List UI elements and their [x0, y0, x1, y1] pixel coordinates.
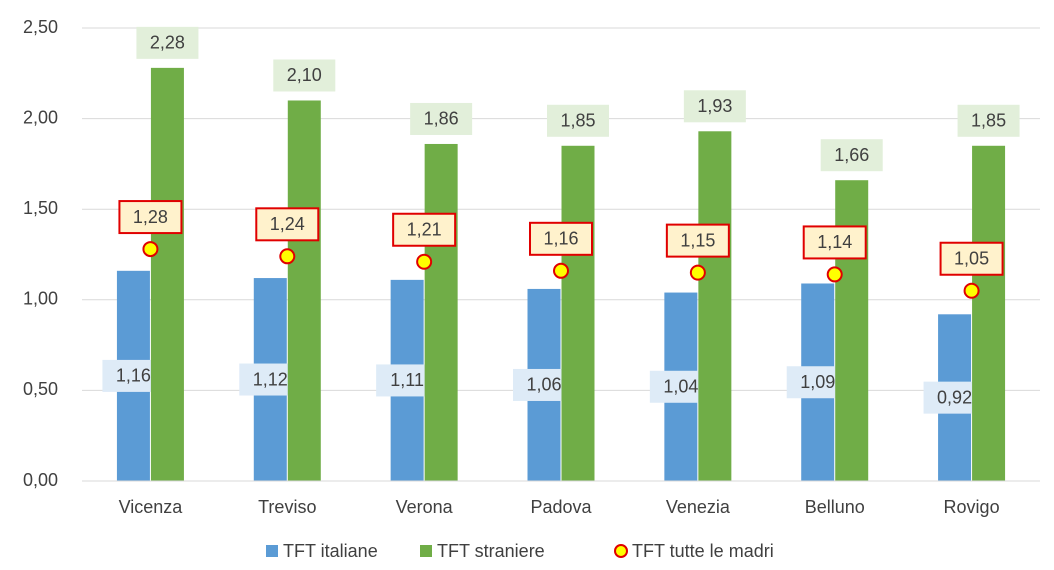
marker: [553, 262, 569, 279]
data-label-box: [820, 139, 883, 172]
y-tick-label: 0,50: [23, 379, 58, 399]
legend-label: TFT italiane: [283, 541, 378, 561]
data-label-box: [410, 102, 473, 135]
data-label: 1,85: [560, 111, 595, 131]
x-tick-label: Verona: [396, 497, 454, 517]
bar: [561, 145, 595, 481]
data-label: 1,04: [663, 377, 698, 397]
data-label: 1,06: [526, 375, 561, 395]
data-label: 2,28: [150, 33, 185, 53]
bar: [835, 180, 869, 481]
x-tick-label: Belluno: [805, 497, 865, 517]
x-tick-label: Vicenza: [119, 497, 184, 517]
marker: [279, 248, 296, 265]
marker: [142, 241, 159, 258]
data-label-box: [957, 104, 1020, 137]
marker: [826, 266, 843, 283]
legend-label: TFT tutte le madri: [632, 541, 774, 561]
y-tick-label: 1,50: [23, 198, 58, 218]
data-label: 1,12: [253, 369, 288, 389]
data-label: 1,24: [270, 214, 305, 234]
data-label: 1,85: [971, 111, 1006, 131]
data-label-box: [802, 225, 867, 260]
legend-label: TFT straniere: [437, 541, 545, 561]
x-tick-label: Rovigo: [944, 497, 1000, 517]
data-label: 1,93: [697, 96, 732, 116]
legend-marker: [420, 545, 432, 557]
y-tick-label: 2,00: [23, 107, 58, 127]
data-label-box: [273, 59, 336, 92]
y-tick-label: 0,00: [23, 470, 58, 490]
data-label: 1,15: [680, 230, 715, 250]
x-tick-label: Venezia: [666, 497, 731, 517]
data-label: 1,28: [133, 207, 168, 227]
bar: [698, 131, 732, 481]
data-label: 2,10: [287, 65, 322, 85]
bar: [972, 145, 1006, 481]
x-tick-label: Treviso: [258, 497, 316, 517]
y-tick-label: 2,50: [23, 17, 58, 37]
x-tick-label: Padova: [530, 497, 592, 517]
data-label-box: [665, 223, 730, 258]
data-label: 1,11: [390, 370, 424, 390]
data-label-box: [547, 104, 609, 137]
bar: [424, 143, 458, 481]
data-label-box: [529, 221, 593, 256]
data-label: 1,66: [834, 145, 869, 165]
marker: [689, 264, 706, 281]
y-tick-label: 1,00: [23, 289, 58, 309]
legend-marker: [614, 544, 628, 558]
data-label-box: [939, 241, 1004, 276]
data-label: 1,05: [954, 248, 989, 268]
bar: [150, 67, 184, 481]
data-label: 1,16: [116, 366, 151, 386]
data-label-box: [392, 212, 457, 247]
data-label: 1,86: [424, 109, 459, 129]
marker: [963, 282, 980, 299]
bar: [287, 100, 321, 481]
data-label: 0,92: [937, 387, 972, 407]
data-label-box: [255, 207, 320, 242]
data-label: 1,16: [543, 229, 578, 249]
data-label-box: [118, 200, 183, 235]
data-label-box: [136, 26, 199, 59]
data-label: 1,21: [407, 219, 442, 239]
data-label: 1,09: [800, 372, 835, 392]
legend-marker: [266, 545, 278, 557]
data-label-box: [683, 90, 746, 123]
data-label: 1,14: [817, 232, 852, 252]
marker: [416, 253, 433, 270]
